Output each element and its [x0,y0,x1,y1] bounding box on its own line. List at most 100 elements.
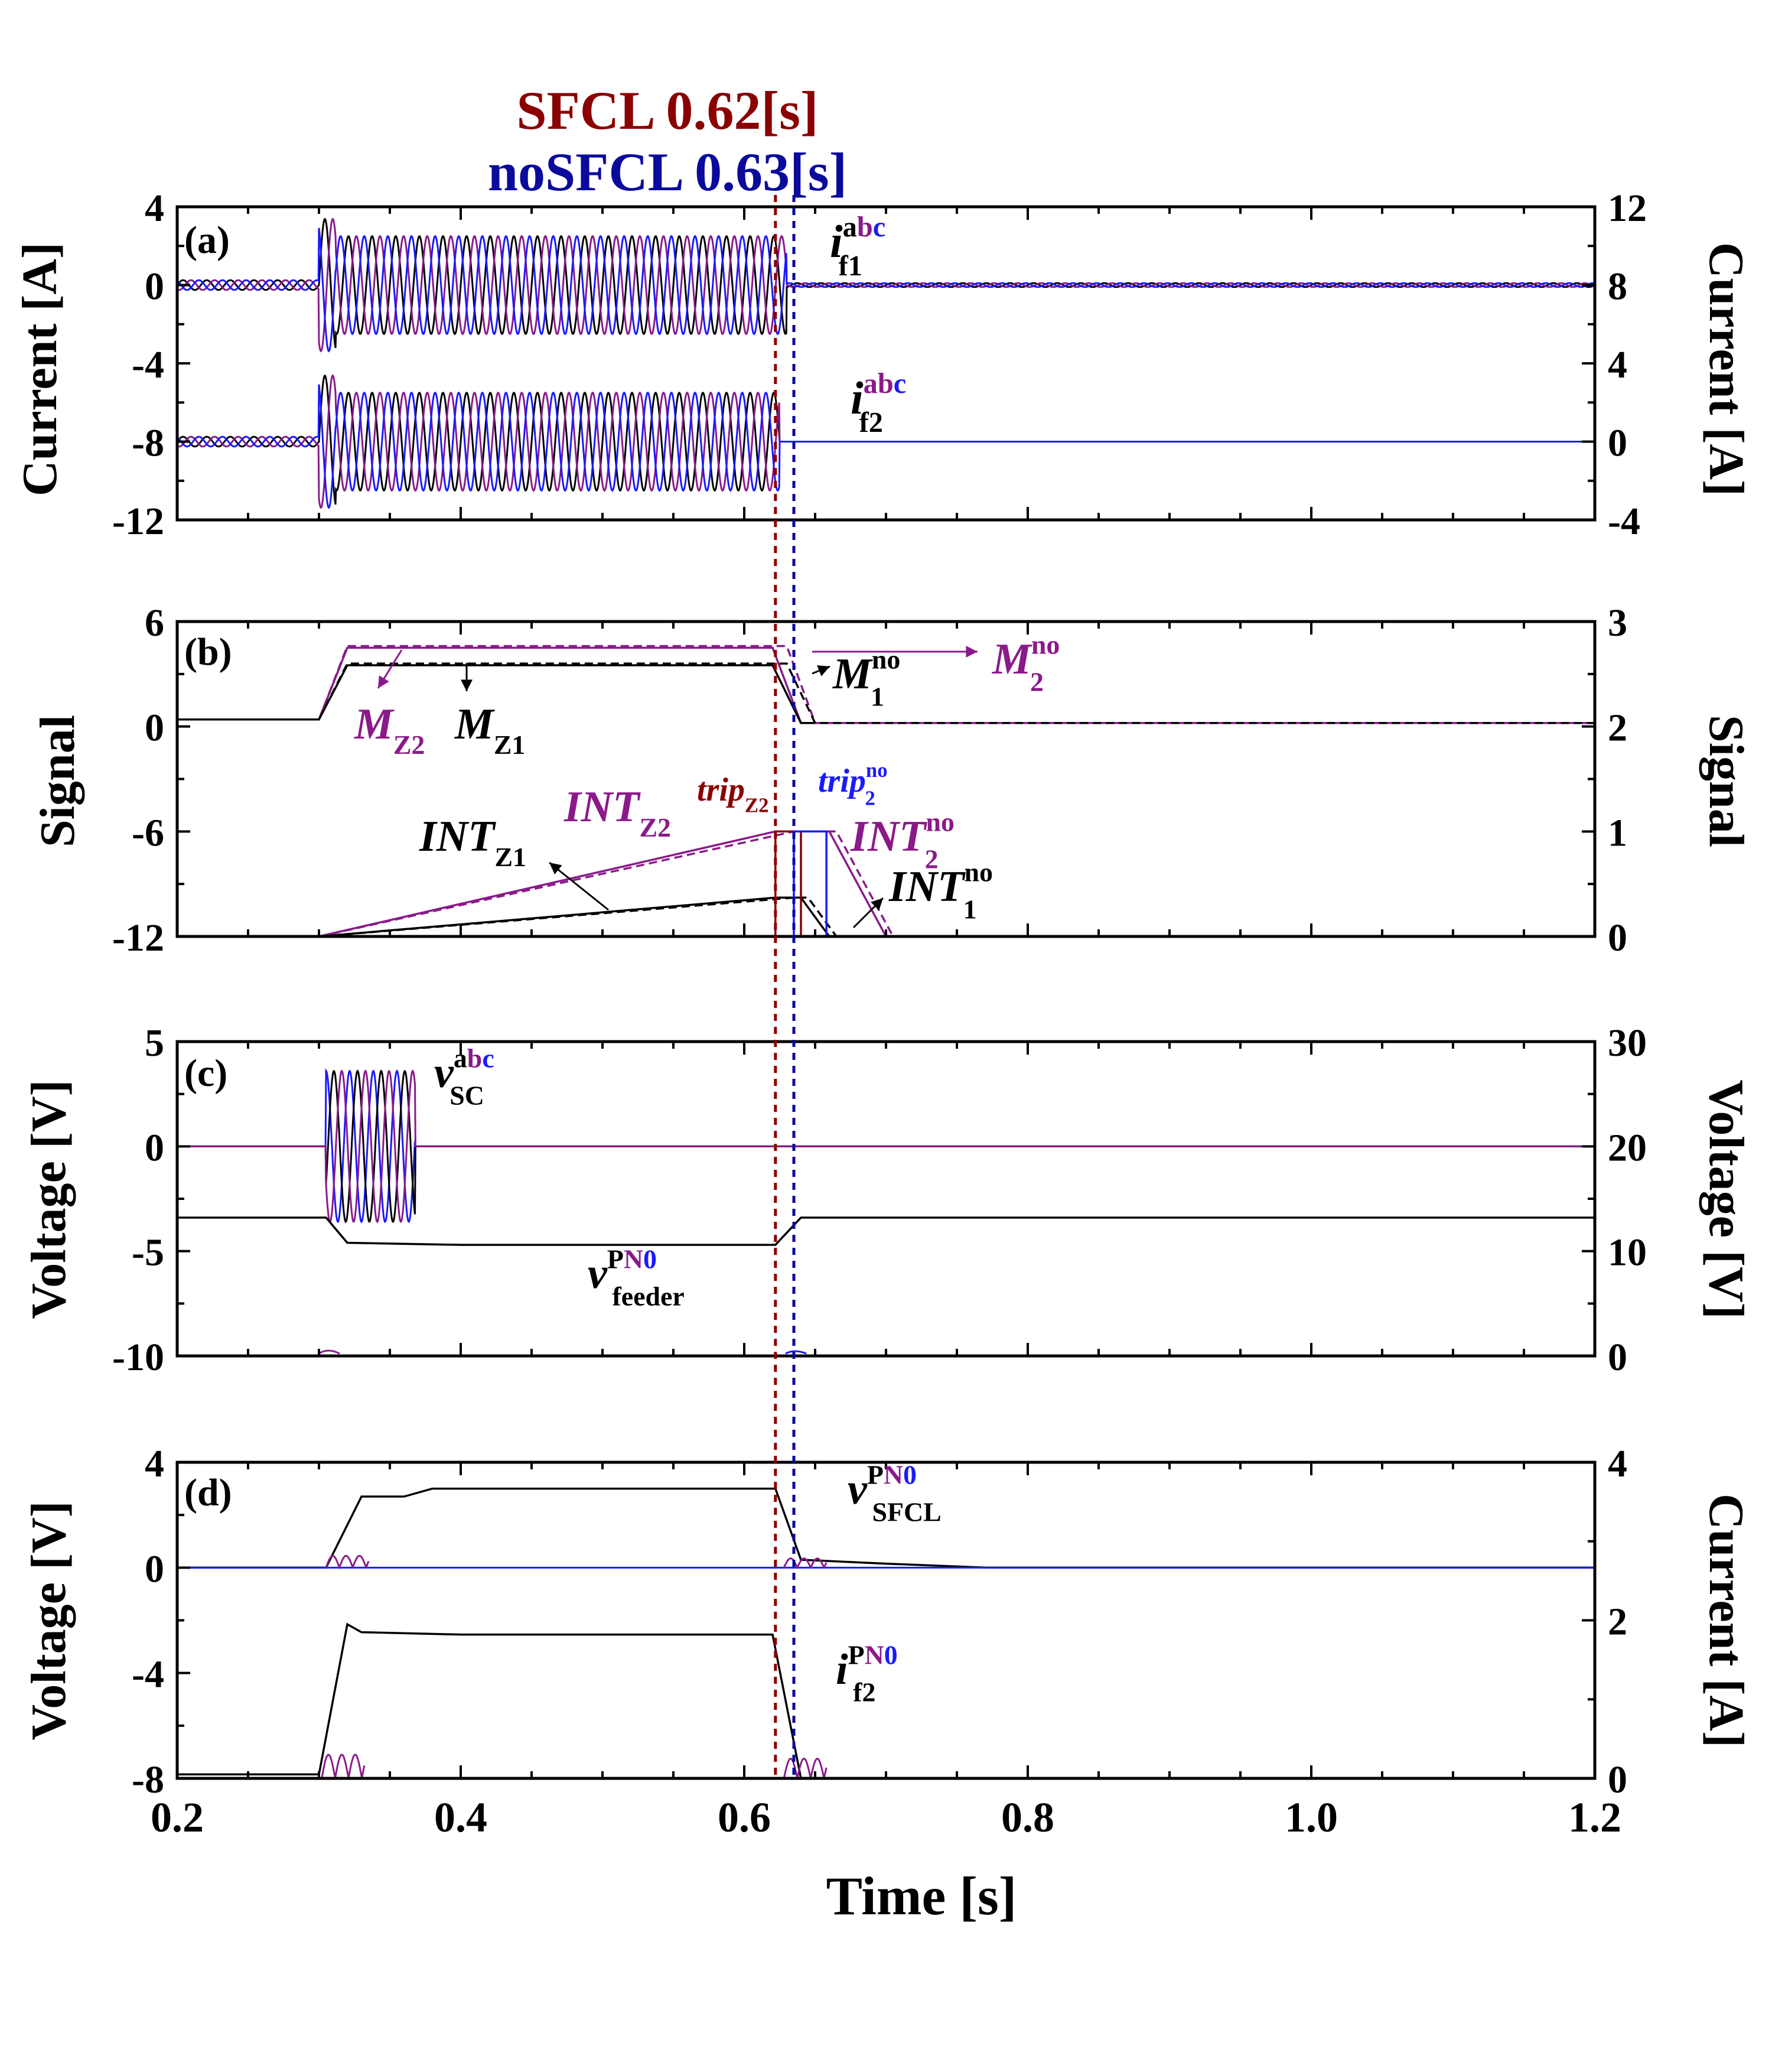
y-tick-label-right: 0 [1608,916,1627,959]
x-tick-label: 0.2 [151,1794,204,1841]
y-tick-label-right: 20 [1608,1126,1647,1169]
panel-a-right-axis-title: Current [A] [1699,242,1754,496]
panel-a-left-axis-title: Current [A] [12,242,67,496]
x-tick-label: 0.8 [1001,1794,1054,1841]
y-tick-label-left: 0 [145,707,164,750]
y-tick-label-right: 1 [1608,811,1627,854]
panel-c-label: (c) [184,1052,227,1095]
x-axis-title: Time [s] [826,1866,1017,1926]
panel-b-right-axis-title: Signal [1699,715,1754,847]
y-tick-label-right: 0 [1608,422,1627,465]
y-tick-label-right: 30 [1608,1022,1647,1065]
y-tick-label-right: 2 [1608,707,1627,750]
y-tick-label-right: 3 [1608,601,1627,645]
y-tick-label-left: 0 [145,265,164,308]
y-tick-label-left: -5 [132,1231,164,1274]
annotation-c-1: vPN0 feeder [588,1244,685,1312]
ripple [321,1754,366,1778]
annotation-arrowhead [871,898,883,910]
panel-c-voltage-chart: 5 0 -5 -10 30 20 10 0 [112,1022,1647,1379]
annotation-b-8: INTno 2 [850,807,955,874]
panel-b-left-axis-title: Signal [30,715,85,847]
annotation-c-0: vabc SC [434,1043,494,1111]
panel-a-frame [175,205,1597,522]
panel-c-plot-area [177,1068,1595,1355]
y-tick-label-left: -12 [112,916,164,959]
annotation-b-3: Mno 2 [992,630,1060,697]
annotation-d-0: vPN0 SFCL [848,1460,942,1527]
panel-b-plot-area [177,645,1595,936]
trip-time-markers [774,195,796,1778]
series-i-f1-phase-0 [177,218,1595,349]
panel-d-plot-area [177,1487,1595,1778]
y-tick-label-right: 2 [1608,1601,1627,1644]
panel-a-current-chart: 4 0 -4 -8 -12 12 8 4 0 -4 [112,187,1647,543]
y-tick-label-right: 10 [1608,1231,1647,1274]
y-tick-label-right: 4 [1608,1442,1627,1485]
panel-b-signal-chart: 6 0 -6 -12 3 2 1 0 [112,601,1627,959]
annotation-b-2: Mno 1 [832,645,900,712]
y-tick-label-right: -4 [1608,500,1640,543]
annotation-arrowhead [378,675,389,688]
y-tick-label-left: 4 [145,1442,164,1485]
series-INT-Z1 [318,896,830,936]
series-v-sfcl [177,1487,1595,1569]
series-v-feeder-zero-seq [318,1349,340,1355]
y-tick-label-right: 0 [1608,1758,1627,1801]
sfcl-marker-label: SFCL 0.62[s] [516,80,818,141]
y-tick-label-left: 5 [145,1022,164,1065]
series-INT-2-no [318,830,894,936]
annotation-b-5: INTZ2 [563,783,671,843]
x-tick-label: 1.2 [1568,1794,1621,1841]
series-v-feeder [177,1216,1595,1246]
annotation-arrowhead [966,646,978,658]
series-v-feeder-zero-seq-no [785,1350,807,1355]
panel-c-left-axis-title: Voltage [V] [21,1079,76,1319]
annotation-b-7: tripno 2 [818,759,888,810]
y-tick-label-left: -4 [132,1653,164,1696]
ripple [783,1557,828,1569]
series-trip-Z2 [774,830,802,936]
x-tick-label: 1.0 [1285,1794,1338,1841]
panel-d-voltage-current-chart: 4 0 -4 -8 4 2 0 0.2 0.4 0.6 0.8 1.0 1.2 [132,1442,1627,1841]
y-tick-label-right: 12 [1608,187,1647,230]
series-i-f1-phase-2 [177,227,1595,353]
annotation-b-1: MZ1 [454,700,525,760]
annotation-arrowhead [461,679,473,691]
annotation-a-0: iabc f1 [830,212,885,282]
series-trip-2-no [793,830,828,936]
annotation-b-4: INTZ1 [419,812,526,872]
x-tick-label: 0.6 [718,1794,771,1841]
y-tick-label-left: -6 [132,811,164,854]
annotation-d-1: iPN0 f2 [836,1640,898,1707]
annotation-labels: iabc f1 iabc f2 MZ2 MZ1 Mno 1 Mno 2 INTZ1 INTZ2 trip… [354,212,1060,1707]
annotation-b-6: tripZ2 [697,772,768,817]
y-tick-label-left: -8 [132,1758,164,1801]
series-M-1-no [177,662,1595,724]
y-tick-label-right: 8 [1608,265,1627,308]
series-i-f2-phase-2 [177,384,1595,509]
panel-d-right-axis-title: Current [A] [1699,1494,1754,1748]
y-tick-label-right: 4 [1608,343,1627,386]
series-i-f2-pn0 [177,1622,1595,1778]
annotation-a-1: iabc f2 [851,368,906,438]
ripple [783,1758,828,1778]
y-tick-label-left: -8 [132,422,164,465]
annotation-arrow [549,861,609,911]
x-tick-label: 0.4 [434,1794,487,1841]
series-v-sc-phase-2 [177,1069,1595,1224]
panel-a-label: (a) [184,219,230,262]
annotation-b-0: MZ2 [354,700,425,760]
annotation-arrowhead [817,665,830,676]
panel-a-plot-area [177,217,1595,509]
annotation-arrowhead [549,863,562,875]
y-tick-label-left: -12 [112,500,164,543]
y-tick-label-left: -4 [132,343,164,386]
ripple [325,1554,370,1570]
panel-b-label: (b) [184,630,232,674]
y-tick-label-left: 0 [145,1126,164,1169]
panel-d-label: (d) [184,1471,232,1514]
y-tick-label-left: 4 [145,187,164,230]
y-tick-label-right: 0 [1608,1336,1627,1379]
